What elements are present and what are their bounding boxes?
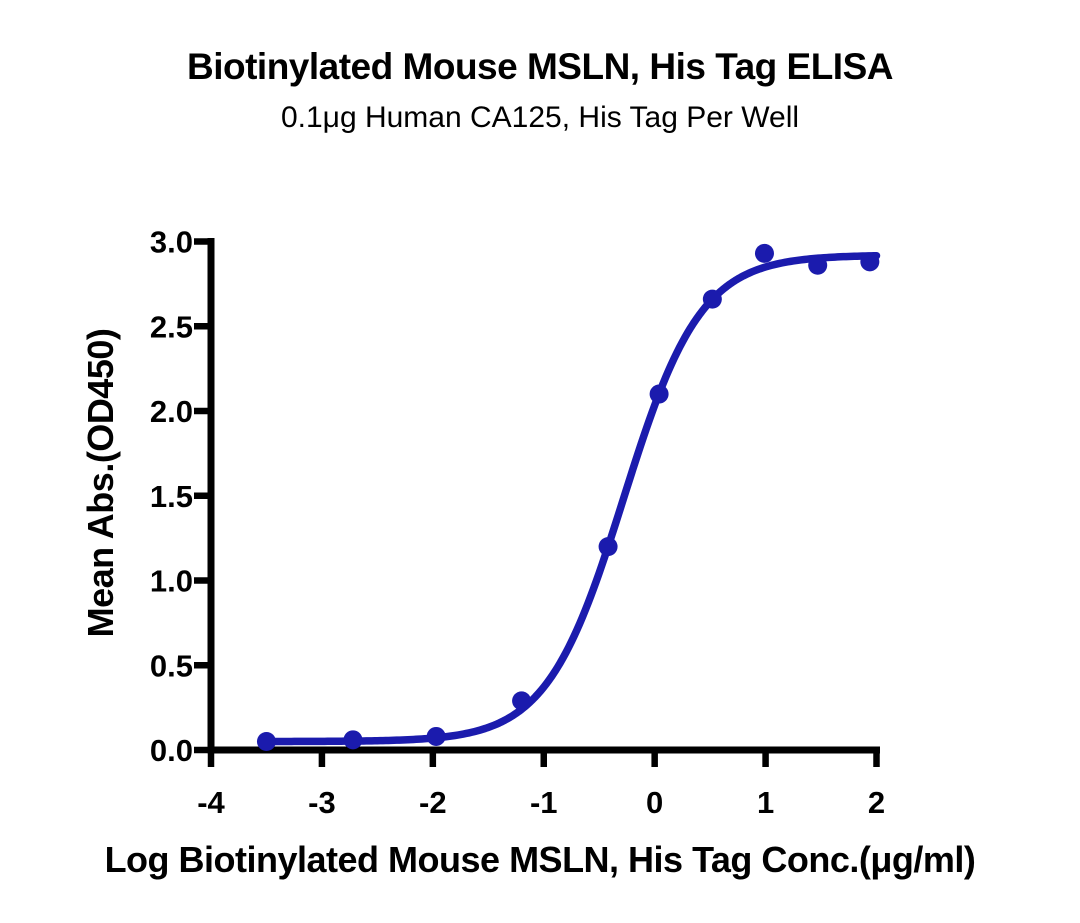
x-tick-label: -3 <box>308 785 336 820</box>
x-tick-label: 0 <box>646 785 663 820</box>
y-tick-label: 1.5 <box>150 479 193 514</box>
chart-title: Biotinylated Mouse MSLN, His Tag ELISA <box>187 46 894 87</box>
data-point <box>860 252 880 272</box>
y-tick-label: 0.0 <box>150 733 193 768</box>
x-tick-label: 2 <box>868 785 885 820</box>
y-tick-label: 2.5 <box>150 309 193 344</box>
x-tick-label: 1 <box>757 785 774 820</box>
data-point <box>256 732 276 752</box>
chart-subtitle: 0.1μg Human CA125, His Tag Per Well <box>280 101 800 134</box>
data-point <box>808 255 828 275</box>
data-point <box>649 384 669 404</box>
y-tick-label: 1.0 <box>150 564 193 599</box>
x-tick-label: -4 <box>197 785 225 820</box>
x-axis-label: Log Biotinylated Mouse MSLN, His Tag Con… <box>104 839 976 880</box>
fit-curve <box>262 252 881 746</box>
data-point <box>598 537 618 557</box>
y-tick-label: 0.5 <box>150 648 193 683</box>
y-tick-label: 2.0 <box>150 394 193 429</box>
x-tick-label: -2 <box>419 785 447 820</box>
x-tick-label: -1 <box>530 785 558 820</box>
data-point <box>512 691 532 711</box>
data-point <box>754 243 774 263</box>
data-point <box>343 730 363 750</box>
y-tick-label: 3.0 <box>150 225 193 260</box>
data-point <box>426 726 446 746</box>
data-point <box>702 289 722 309</box>
